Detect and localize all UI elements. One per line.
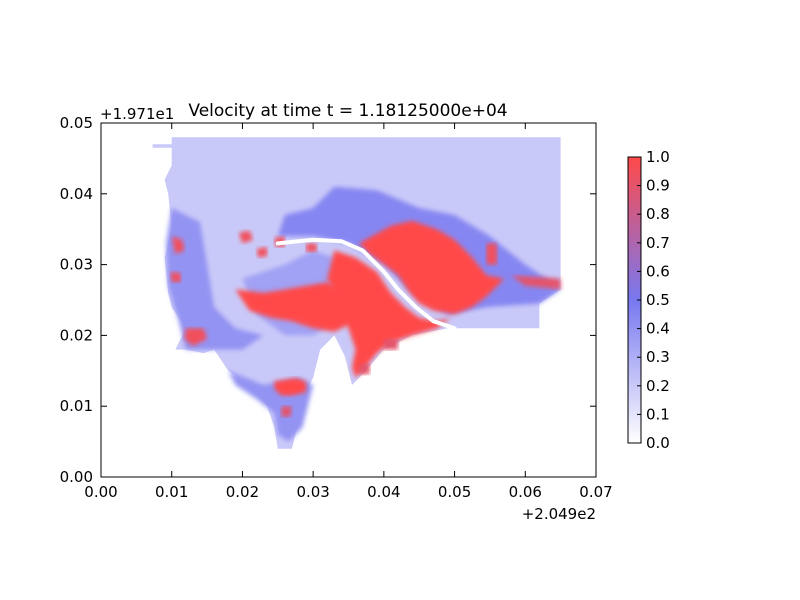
colorbar-tick-label: 0.8 <box>646 205 670 223</box>
region-fast-east <box>359 220 505 315</box>
y-tick-label: 0.05 <box>60 114 93 132</box>
region-fast-left-1 <box>171 236 185 254</box>
y-tick-label: 0.01 <box>60 397 93 415</box>
x-axis: 0.00 0.01 0.02 0.03 0.04 0.05 0.06 0.07 <box>84 123 613 501</box>
y-tick-label: 0.04 <box>60 185 93 203</box>
region-fast-spot-2 <box>256 246 268 258</box>
x-tick-label: 0.06 <box>509 483 542 501</box>
x-tick-label: 0.07 <box>579 483 612 501</box>
region-fast-channel <box>327 250 451 378</box>
y-axis: 0.00 0.01 0.02 0.03 0.04 0.05 <box>60 114 596 486</box>
x-offset-label: +2.049e2 <box>522 505 596 523</box>
colorbar-tick-label: 0.9 <box>646 177 670 195</box>
region-fast-spot-5 <box>486 243 497 265</box>
region-band-left <box>166 208 264 350</box>
y-tick-label: 0.02 <box>60 326 93 344</box>
y-tick-label: 0.00 <box>60 468 93 486</box>
region-fast-left-3 <box>184 328 208 346</box>
x-tick-label: 0.03 <box>296 483 329 501</box>
colorbar-tick-label: 0.7 <box>646 234 670 252</box>
colorbar-tick-label: 0.1 <box>646 405 670 423</box>
colorbar-tick-label: 0.3 <box>646 348 670 366</box>
region-fast-bottom <box>274 377 307 396</box>
colorbar-axis: 0.0 0.1 0.2 0.3 0.4 0.5 0.6 0.7 0.8 0.9 1.0 <box>637 148 670 452</box>
colorbar-tick-label: 0.0 <box>646 434 670 452</box>
colorbar-tick-label: 0.6 <box>646 262 670 280</box>
colorbar-tick-label: 0.2 <box>646 377 670 395</box>
x-tick-label: 0.00 <box>84 483 117 501</box>
chart-title: Velocity at time t = 1.18125000e+04 <box>188 101 507 121</box>
x-tick-label: 0.04 <box>367 483 400 501</box>
x-tick-label: 0.05 <box>438 483 471 501</box>
region-fast-east-edge <box>511 275 561 290</box>
plot-frame <box>100 122 597 478</box>
colorbar-tick-label: 1.0 <box>646 148 670 166</box>
colorbar-tick-label: 0.5 <box>646 291 670 309</box>
region-fast-central <box>235 282 356 332</box>
barrier-breakwater <box>275 237 457 331</box>
region-fast-shore-2 <box>359 363 370 375</box>
region-fast-spot-1 <box>238 230 253 244</box>
y-offset-label: +1.971e1 <box>100 105 174 123</box>
x-tick-label: 0.02 <box>226 483 259 501</box>
region-fast-shore-1 <box>383 338 398 350</box>
colorbar-tick-label: 0.4 <box>646 320 670 338</box>
x-tick-label: 0.01 <box>155 483 188 501</box>
region-fast-bottom-2 <box>281 406 292 417</box>
velocity-heatmap <box>152 137 561 449</box>
region-fast-spot-4 <box>306 243 317 252</box>
y-tick-label: 0.03 <box>60 256 93 274</box>
region-fast-left-2 <box>170 271 181 283</box>
